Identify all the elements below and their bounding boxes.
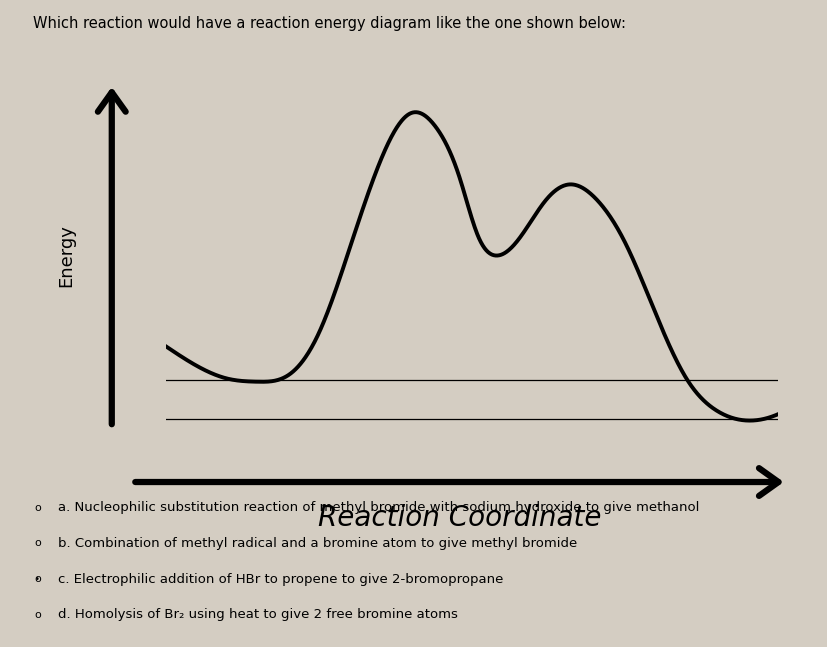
Text: o: o: [34, 538, 41, 549]
Text: Reaction Coordinate: Reaction Coordinate: [318, 503, 600, 532]
Text: c. Electrophilic addition of HBr to propene to give 2-bromopropane: c. Electrophilic addition of HBr to prop…: [58, 573, 503, 586]
Text: a. Nucleophilic substitution reaction of methyl bromide with sodium hydroxide to: a. Nucleophilic substitution reaction of…: [58, 501, 699, 514]
Text: •: •: [35, 575, 40, 584]
Text: o: o: [34, 574, 41, 584]
Text: b. Combination of methyl radical and a bromine atom to give methyl bromide: b. Combination of methyl radical and a b…: [58, 537, 576, 550]
Text: d. Homolysis of Br₂ using heat to give 2 free bromine atoms: d. Homolysis of Br₂ using heat to give 2…: [58, 608, 457, 621]
Text: o: o: [34, 503, 41, 513]
Text: Energy: Energy: [57, 224, 75, 287]
Text: o: o: [34, 609, 41, 620]
Text: Which reaction would have a reaction energy diagram like the one shown below:: Which reaction would have a reaction ene…: [33, 16, 625, 31]
